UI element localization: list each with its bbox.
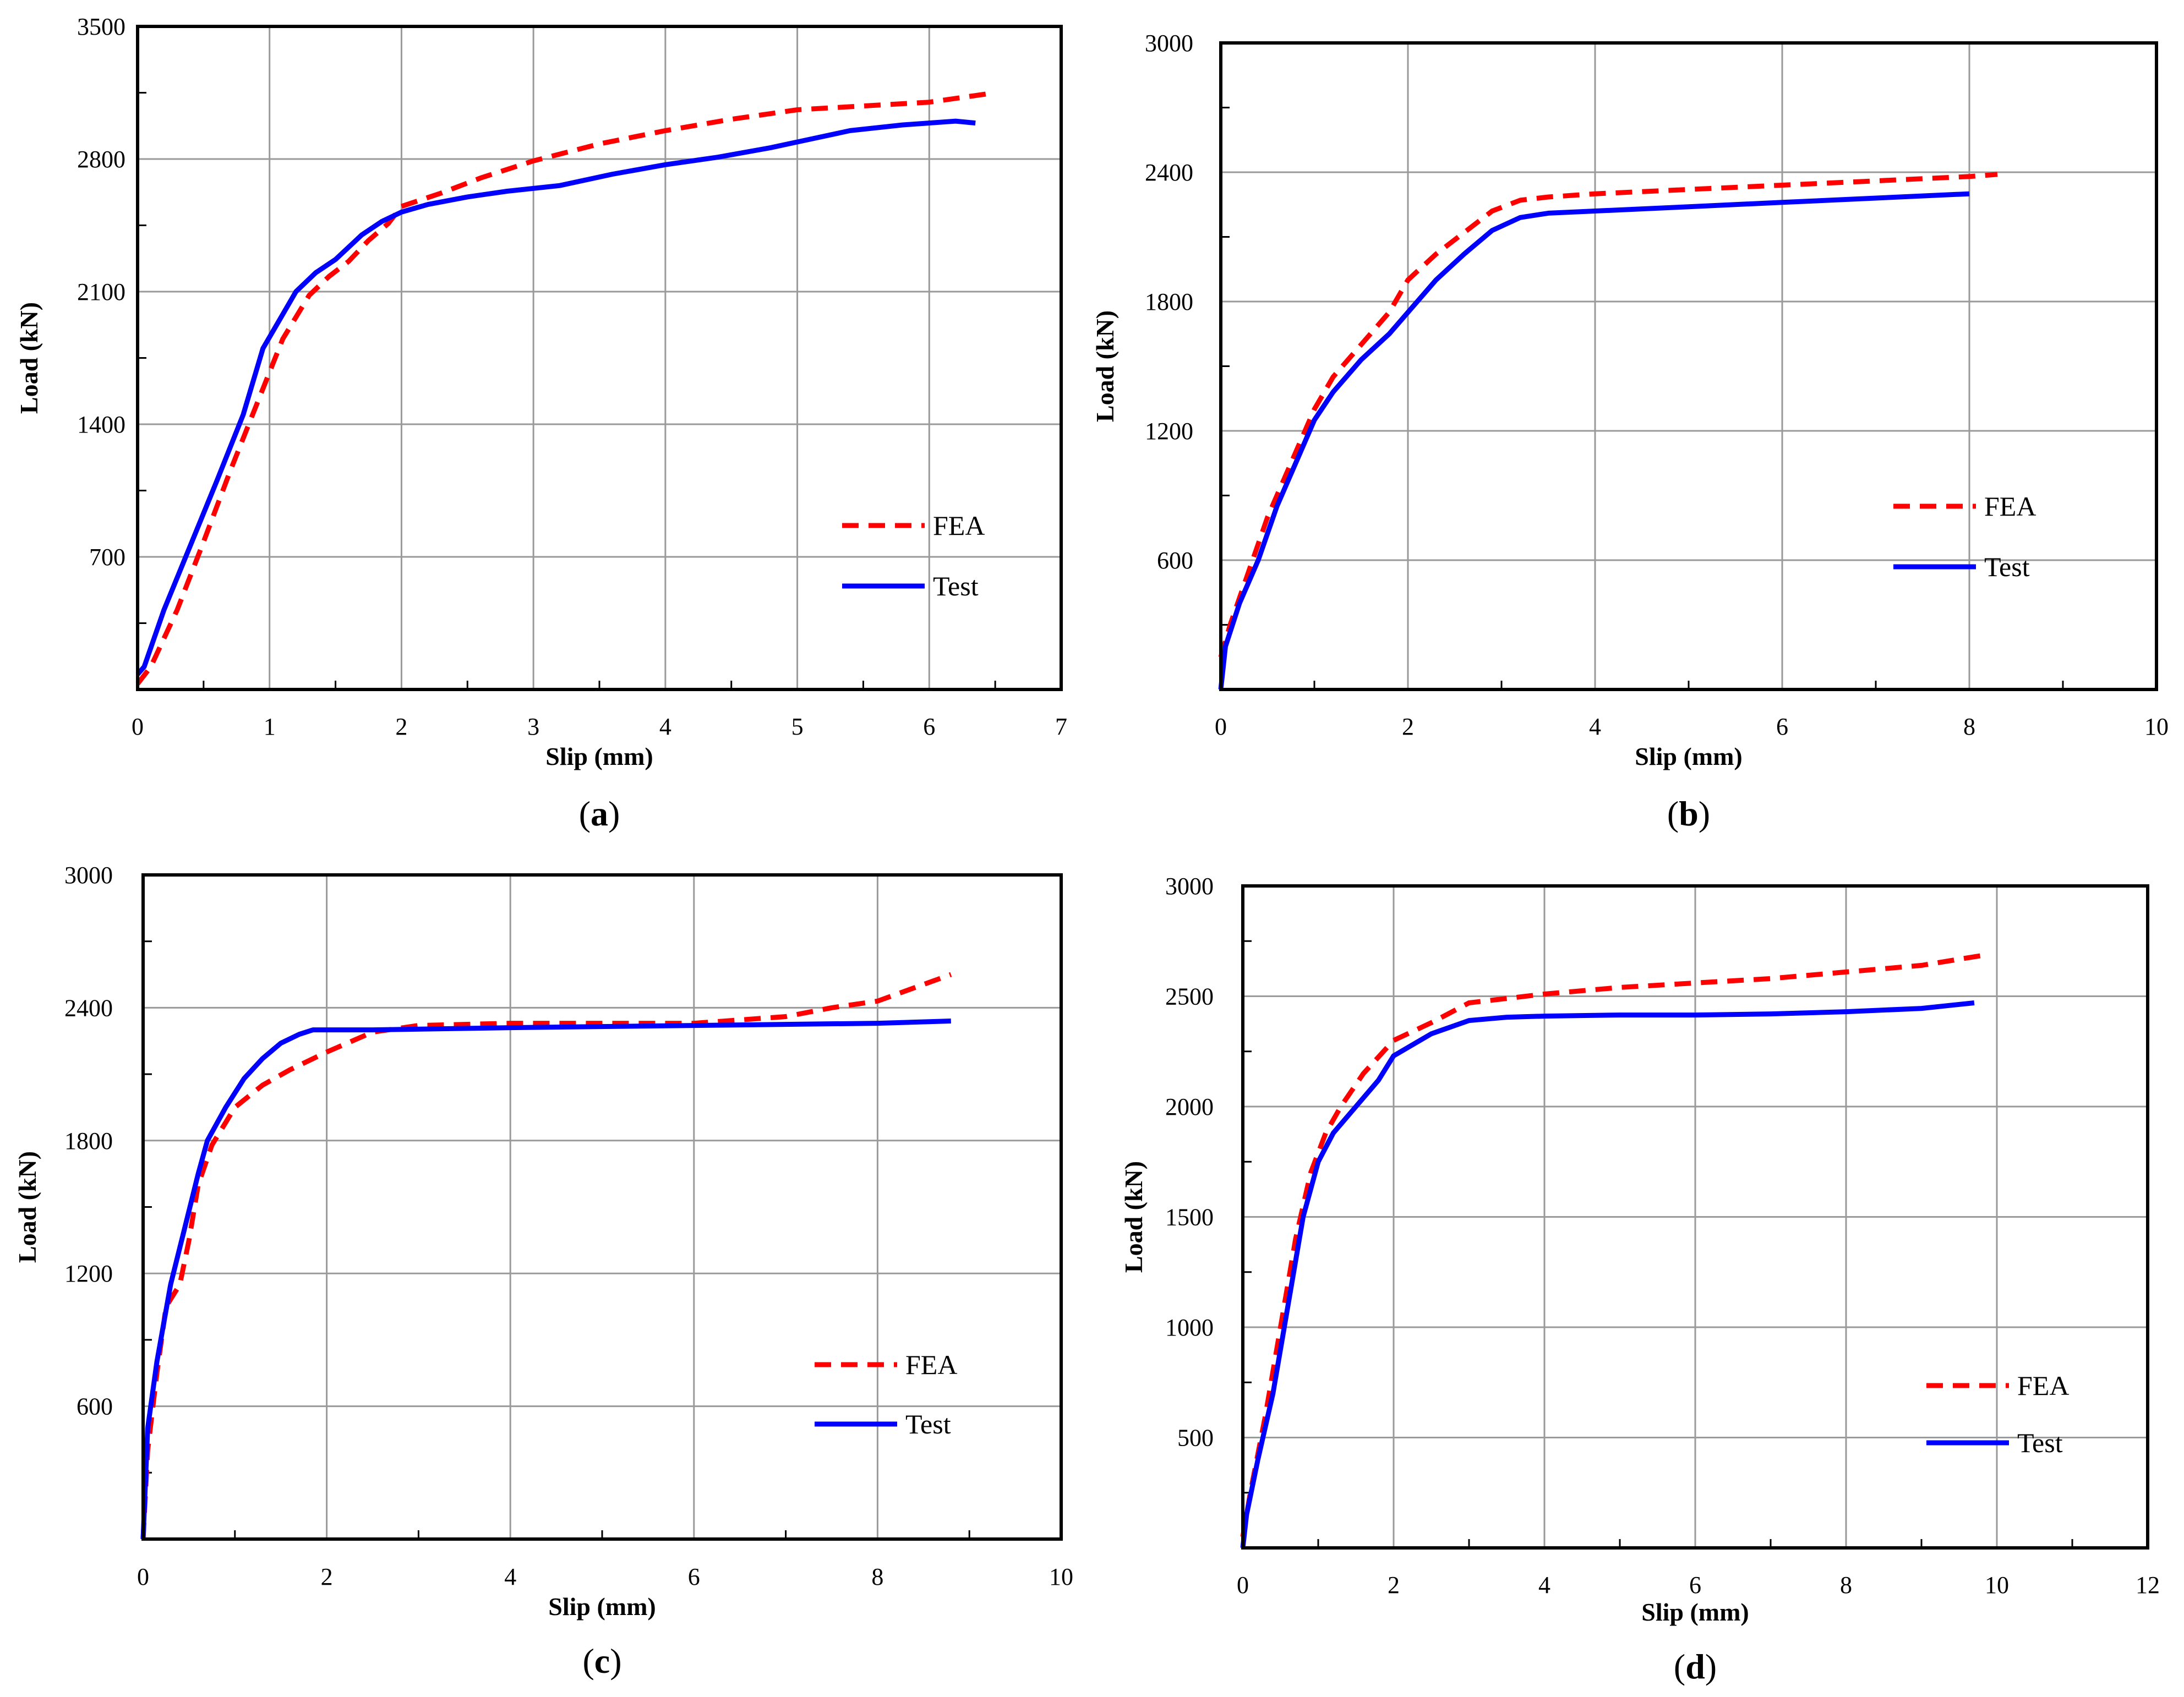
series-line-fea: [140, 972, 952, 1540]
y-axis-title: Load (kN): [1091, 310, 1119, 422]
y-tick-label: 1200: [64, 1260, 113, 1287]
y-tick-label: 3000: [1145, 30, 1193, 57]
y-tick-label: 2500: [1165, 983, 1214, 1010]
x-tick-label: 4: [1538, 1572, 1550, 1599]
x-tick-label: 0: [1237, 1572, 1249, 1599]
panel-caption: (a): [579, 794, 620, 833]
x-tick-label: 3: [527, 713, 539, 740]
x-axis-title: Slip (mm): [545, 742, 653, 770]
y-tick-label: 2400: [64, 994, 113, 1021]
y-tick-label: 3000: [64, 862, 113, 889]
x-tick-label: 8: [1840, 1572, 1852, 1599]
plot-area: [138, 26, 1061, 689]
y-tick-label: 2000: [1165, 1093, 1214, 1120]
legend-label-test: Test: [933, 571, 979, 601]
x-tick-label: 2: [395, 713, 407, 740]
x-tick-label: 8: [1963, 713, 1975, 740]
x-tick-label: 0: [132, 713, 144, 740]
y-tick-label: 3000: [1165, 873, 1214, 900]
y-tick-label: 1400: [77, 411, 125, 438]
x-tick-label: 10: [2144, 713, 2169, 740]
y-tick-label: 1200: [1145, 418, 1193, 445]
y-tick-label: 2800: [77, 146, 125, 173]
x-tick-label: 6: [923, 713, 935, 740]
chart-panel-d: 500 1000 1500 2000 2500 3000 0 2 4 6 8 10 12 Slip (mm…: [1120, 873, 2160, 1686]
legend-label-fea: FEA: [2017, 1370, 2069, 1401]
x-axis-title: Slip (mm): [548, 1592, 656, 1621]
y-axis-title: Load (kN): [1120, 1161, 1148, 1273]
x-tick-label: 5: [791, 713, 804, 740]
panel-caption: (d): [1674, 1647, 1717, 1686]
panel-caption: (b): [1667, 794, 1710, 833]
series-line-fea: [1218, 172, 1998, 658]
legend-label-fea: FEA: [905, 1349, 957, 1380]
plot-frame: [136, 25, 1063, 691]
series-line-fea: [1240, 951, 1990, 1537]
x-tick-label: 8: [871, 1563, 883, 1590]
x-tick-label: 4: [504, 1563, 516, 1590]
legend-label-test: Test: [2017, 1427, 2063, 1458]
plot-area: [143, 875, 1061, 1539]
y-tick-label: 1800: [64, 1127, 113, 1154]
plot-frame: [1241, 884, 2149, 1550]
legend: FEA Test: [1893, 491, 2036, 582]
series-line-test: [1240, 1000, 1975, 1548]
legend-label-test: Test: [905, 1409, 951, 1439]
x-tick-label: 12: [2136, 1572, 2160, 1599]
x-tick-label: 6: [688, 1563, 700, 1590]
legend-label-fea: FEA: [1984, 491, 2036, 522]
y-tick-label: 2400: [1145, 159, 1193, 186]
x-tick-label: 4: [659, 713, 671, 740]
x-tick-label: 1: [264, 713, 276, 740]
chart-panel-a: 700 1400 2100 2800 3500 0 1 2 3 4 5 6 7 Slip (mm) Load…: [15, 13, 1067, 833]
y-tick-label: 2100: [77, 278, 125, 305]
plot-frame: [141, 873, 1063, 1541]
x-tick-label: 2: [321, 1563, 333, 1590]
y-tick-label: 1500: [1165, 1204, 1214, 1231]
x-tick-label: 6: [1776, 713, 1788, 740]
y-tick-label: 1000: [1165, 1314, 1214, 1341]
y-tick-label: 600: [77, 1393, 113, 1420]
x-tick-label: 6: [1689, 1572, 1701, 1599]
series-line-test: [1218, 191, 1970, 690]
series-line-test: [140, 1019, 951, 1540]
plot-frame: [1219, 41, 2158, 691]
y-tick-label: 3500: [77, 13, 125, 40]
y-axis-title: Load (kN): [13, 1151, 41, 1263]
x-axis-title: Slip (mm): [1641, 1598, 1749, 1626]
x-tick-label: 2: [1402, 713, 1414, 740]
y-axis-title: Load (kN): [15, 302, 43, 414]
legend: FEA Test: [1926, 1370, 2069, 1458]
chart-panel-c: 600 1200 1800 2400 3000 0 2 4 6 8 10 Slip (mm) Load …: [13, 862, 1073, 1680]
x-tick-label: 2: [1388, 1572, 1400, 1599]
chart-panel-b: 600 1200 1800 2400 3000 0 2 4 6 8 10 Slip (mm) Load …: [1091, 30, 2169, 833]
y-tick-label: 700: [89, 544, 125, 571]
legend: FEA Test: [815, 1349, 957, 1439]
plot-area: [1221, 43, 2156, 689]
y-tick-label: 500: [1177, 1425, 1214, 1452]
x-tick-label: 4: [1589, 713, 1601, 740]
x-tick-label: 0: [137, 1563, 149, 1590]
legend: FEA Test: [842, 510, 985, 601]
series-line-fea: [135, 90, 996, 686]
panel-caption: (c): [582, 1641, 621, 1680]
x-tick-label: 7: [1055, 713, 1067, 740]
x-tick-label: 0: [1215, 713, 1227, 740]
y-tick-label: 600: [1157, 547, 1193, 574]
legend-label-fea: FEA: [933, 510, 985, 541]
x-tick-label: 10: [1049, 1563, 1073, 1590]
y-tick-label: 1800: [1145, 288, 1193, 315]
series-line-test: [135, 118, 976, 676]
x-axis-title: Slip (mm): [1635, 742, 1743, 770]
x-tick-label: 10: [1985, 1572, 2009, 1599]
legend-label-test: Test: [1984, 551, 2030, 582]
